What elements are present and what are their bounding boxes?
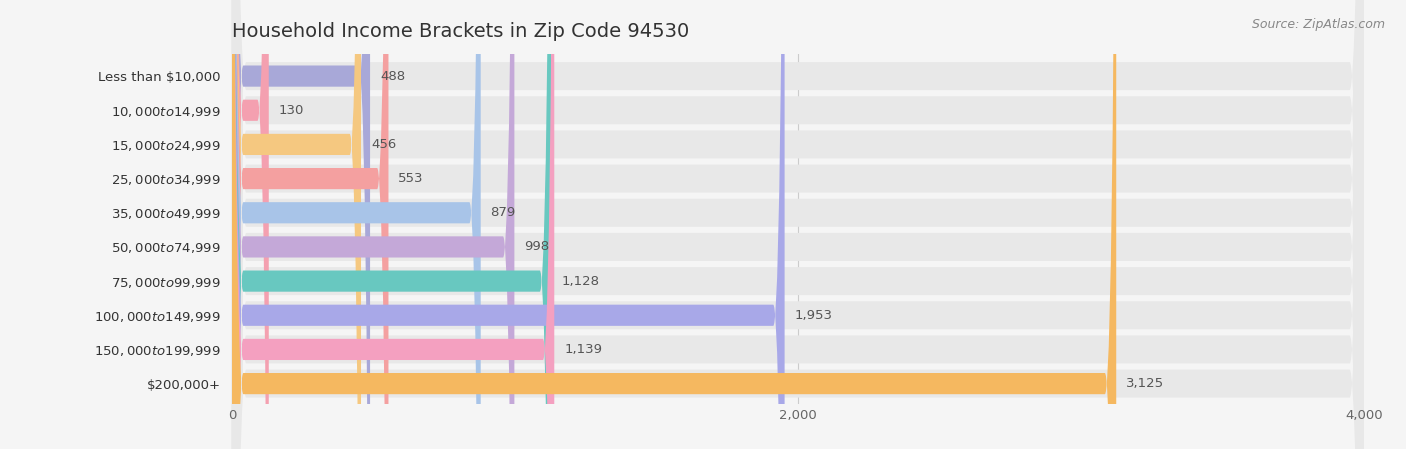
FancyBboxPatch shape [232, 0, 370, 449]
Text: 879: 879 [491, 206, 516, 219]
Text: 1,139: 1,139 [564, 343, 602, 356]
FancyBboxPatch shape [232, 0, 551, 449]
FancyBboxPatch shape [232, 0, 785, 449]
FancyBboxPatch shape [232, 0, 1364, 449]
FancyBboxPatch shape [232, 0, 1364, 449]
FancyBboxPatch shape [232, 0, 515, 449]
Text: 553: 553 [398, 172, 423, 185]
Text: 456: 456 [371, 138, 396, 151]
FancyBboxPatch shape [232, 0, 1364, 449]
FancyBboxPatch shape [232, 0, 1364, 449]
FancyBboxPatch shape [232, 0, 1364, 449]
FancyBboxPatch shape [232, 0, 361, 449]
FancyBboxPatch shape [232, 0, 388, 449]
FancyBboxPatch shape [232, 0, 1116, 449]
FancyBboxPatch shape [232, 0, 1364, 449]
Text: 130: 130 [278, 104, 304, 117]
Text: 488: 488 [380, 70, 405, 83]
FancyBboxPatch shape [232, 0, 554, 449]
Text: 3,125: 3,125 [1126, 377, 1164, 390]
Text: 998: 998 [524, 240, 550, 253]
Text: Household Income Brackets in Zip Code 94530: Household Income Brackets in Zip Code 94… [232, 22, 689, 41]
FancyBboxPatch shape [232, 0, 481, 449]
FancyBboxPatch shape [232, 0, 1364, 449]
FancyBboxPatch shape [232, 0, 1364, 449]
FancyBboxPatch shape [232, 0, 1364, 449]
Text: 1,953: 1,953 [794, 309, 832, 322]
Text: Source: ZipAtlas.com: Source: ZipAtlas.com [1251, 18, 1385, 31]
FancyBboxPatch shape [232, 0, 1364, 449]
FancyBboxPatch shape [232, 0, 269, 449]
Text: 1,128: 1,128 [561, 275, 599, 288]
